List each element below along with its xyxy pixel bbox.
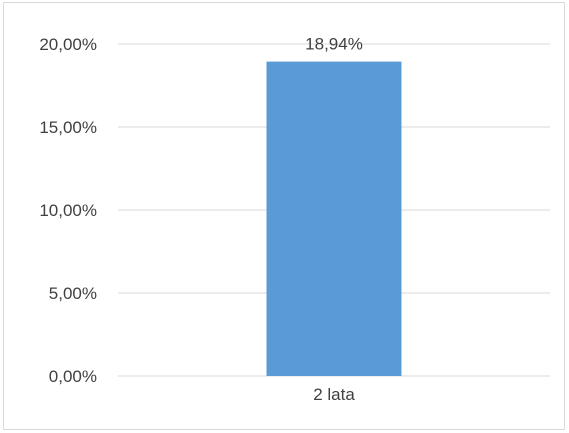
- y-tick-label: 10,00%: [39, 201, 97, 220]
- y-tick-label: 0,00%: [49, 367, 97, 386]
- x-category-label: 2 lata: [313, 385, 355, 404]
- data-labels: 18,94%: [305, 35, 363, 54]
- y-tick-label: 20,00%: [39, 35, 97, 54]
- y-tick-label: 15,00%: [39, 118, 97, 137]
- y-tick-label: 5,00%: [49, 284, 97, 303]
- bar: [266, 61, 402, 376]
- bars: [266, 61, 402, 376]
- bar-value-label: 18,94%: [305, 35, 363, 54]
- y-axis-tick-labels: 0,00% 5,00% 10,00% 15,00% 20,00%: [39, 35, 97, 386]
- x-axis-category-labels: 2 lata: [313, 385, 355, 404]
